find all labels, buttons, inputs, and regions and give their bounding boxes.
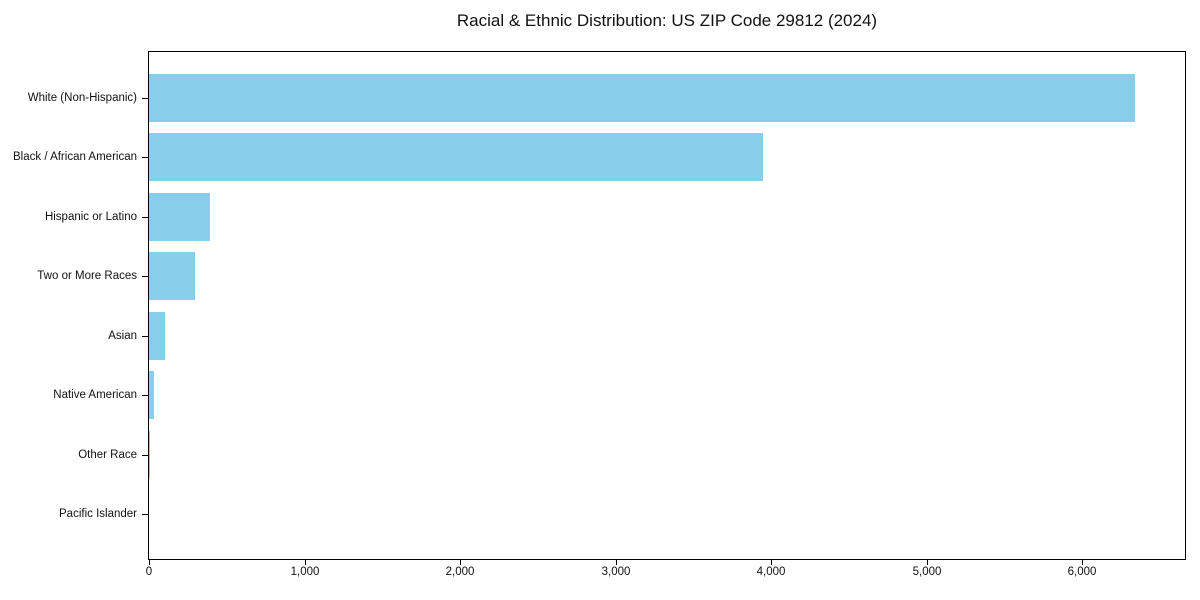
y-tick-mark: [142, 395, 148, 397]
y-tick-mark: [142, 276, 148, 278]
y-tick-label-two-or-more-races: Two or More Races: [37, 270, 137, 283]
x-tick-mark: [927, 560, 928, 565]
x-tick-label-2000: 2,000: [445, 566, 475, 578]
x-tick-label-0: 0: [145, 566, 153, 578]
x-tick-mark: [149, 560, 150, 565]
x-tick-mark: [305, 560, 306, 565]
x-tick-mark: [1082, 560, 1083, 565]
bar-black-african-american: [149, 133, 763, 182]
y-tick-label-other-race: Other Race: [78, 448, 137, 461]
x-tick-label-6000: 6,000: [1067, 566, 1097, 578]
y-tick-mark: [142, 216, 148, 218]
bar-asian: [149, 311, 165, 360]
y-tick-label-hispanic-or-latino: Hispanic or Latino: [44, 210, 137, 223]
bar-hispanic-or-latino: [149, 192, 210, 241]
bar-other-race: [149, 430, 150, 479]
y-tick-label-asian: Asian: [108, 329, 137, 342]
x-tick-label-3000: 3,000: [601, 566, 631, 578]
bar-white-non-hispanic: [149, 74, 1135, 122]
x-tick-mark: [771, 560, 772, 565]
y-tick-label-native-american: Native American: [53, 389, 137, 402]
plot-area: [148, 51, 1186, 560]
chart-title: Racial & Ethnic Distribution: US ZIP Cod…: [456, 11, 878, 30]
x-tick-label-1000: 1,000: [290, 566, 320, 578]
y-tick-label-pacific-islander: Pacific Islander: [59, 508, 137, 521]
bar-two-or-more-races: [149, 252, 195, 301]
y-tick-label-black-african-american: Black / African American: [13, 151, 137, 164]
x-tick-mark: [616, 560, 617, 565]
y-tick-mark: [142, 454, 148, 456]
y-tick-mark: [142, 157, 148, 159]
y-tick-mark: [142, 514, 148, 516]
y-tick-mark: [142, 335, 148, 337]
x-tick-label-4000: 4,000: [756, 566, 786, 578]
x-tick-mark: [460, 560, 461, 565]
x-tick-label-5000: 5,000: [912, 566, 942, 578]
bar-native-american: [149, 371, 154, 420]
y-tick-mark: [142, 98, 148, 99]
y-tick-label-white-non-hispanic: White (Non-Hispanic): [27, 92, 137, 104]
